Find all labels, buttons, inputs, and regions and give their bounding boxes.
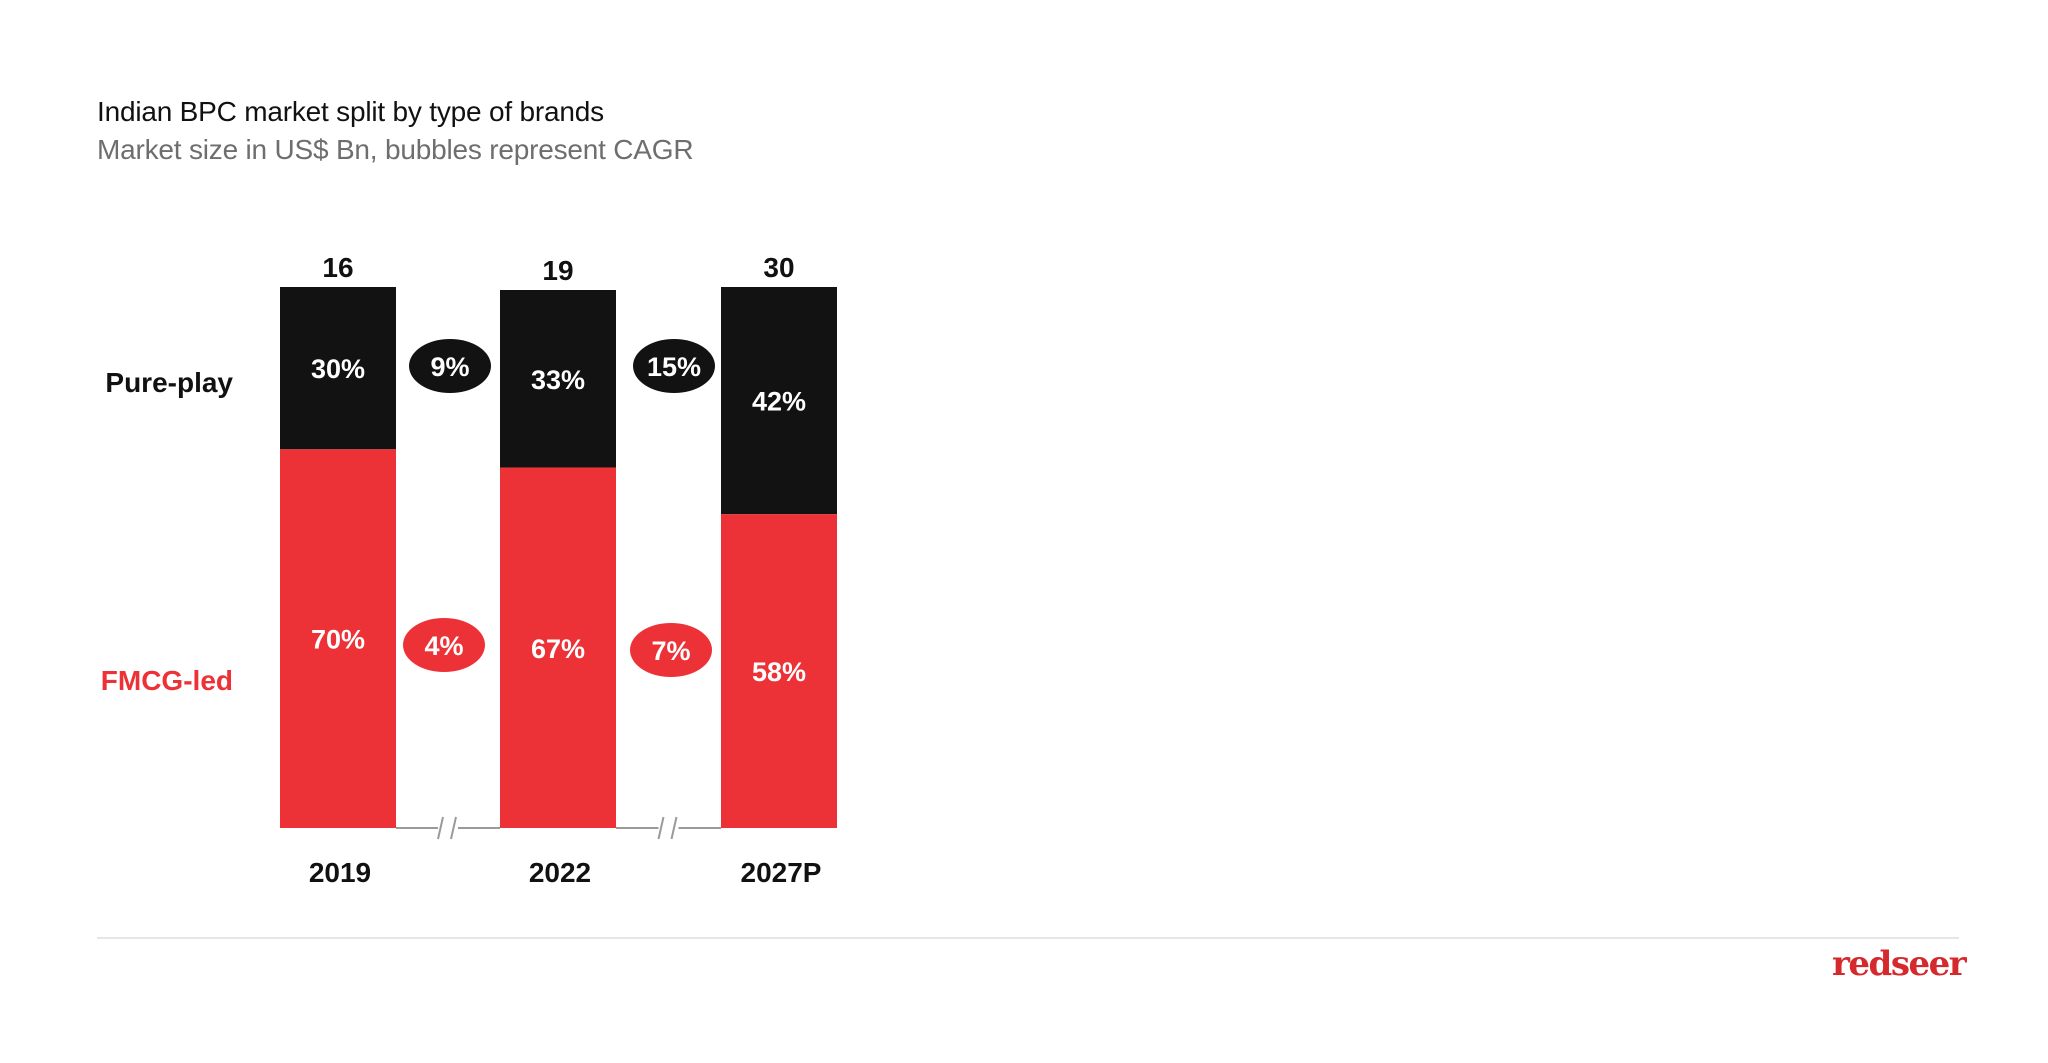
- legend-pure-play: Pure-play: [105, 367, 233, 398]
- category-label-2019: 2019: [309, 857, 371, 888]
- cagr-bubble-fmcg-0: [403, 618, 485, 672]
- bar-pure-play-2022: [500, 290, 616, 468]
- label-fmcg-2027P: 58%: [752, 657, 806, 687]
- label-fmcg-2022: 67%: [531, 634, 585, 664]
- axis-break-mark-a-1: [657, 816, 665, 840]
- total-label-2027P: 30: [763, 252, 794, 283]
- axis-break-mark-a-0: [437, 816, 444, 840]
- bar-fmcg-2022: [500, 467, 616, 828]
- cagr-label-fmcg-0: 4%: [424, 631, 463, 661]
- cagr-bubble-fmcg-1: [630, 623, 712, 677]
- legend-fmcg-led: FMCG-led: [101, 665, 233, 696]
- chart-subtitle: Market size in US$ Bn, bubbles represent…: [97, 134, 694, 165]
- cagr-bubble-pure-play-1: [633, 339, 715, 393]
- cagr-label-fmcg-1: 7%: [651, 636, 690, 666]
- cagr-label-pure-play-1: 15%: [647, 352, 701, 382]
- chart-title: Indian BPC market split by type of brand…: [97, 96, 604, 127]
- total-label-2022: 19: [542, 255, 573, 286]
- label-pure-play-2022: 33%: [531, 365, 585, 395]
- bar-pure-play-2019: [280, 287, 396, 450]
- cagr-label-pure-play-0: 9%: [430, 352, 469, 382]
- footer-divider: [97, 937, 1959, 939]
- label-pure-play-2027P: 42%: [752, 387, 806, 417]
- chart-header: Indian BPC market split by type of brand…: [97, 92, 694, 168]
- category-label-2022: 2022: [529, 857, 591, 888]
- bar-fmcg-2019: [280, 449, 396, 828]
- label-pure-play-2019: 30%: [311, 354, 365, 384]
- total-label-2019: 16: [322, 252, 353, 283]
- cagr-bubble-pure-play-0: [409, 339, 491, 393]
- bar-fmcg-2027P: [721, 514, 837, 828]
- label-fmcg-2019: 70%: [311, 625, 365, 655]
- stacked-bar-chart: 30% 70% 16 2019 33% 67% 19 2022 42% 58% 30 2027P 9% 4…: [101, 252, 837, 888]
- category-label-2027P: 2027P: [741, 857, 822, 888]
- bar-pure-play-2027P: [721, 287, 837, 515]
- axis-break-mark-b-1: [670, 816, 678, 840]
- axis-break-mark-b-0: [450, 816, 457, 840]
- redseer-logo: redseer: [1832, 944, 1967, 984]
